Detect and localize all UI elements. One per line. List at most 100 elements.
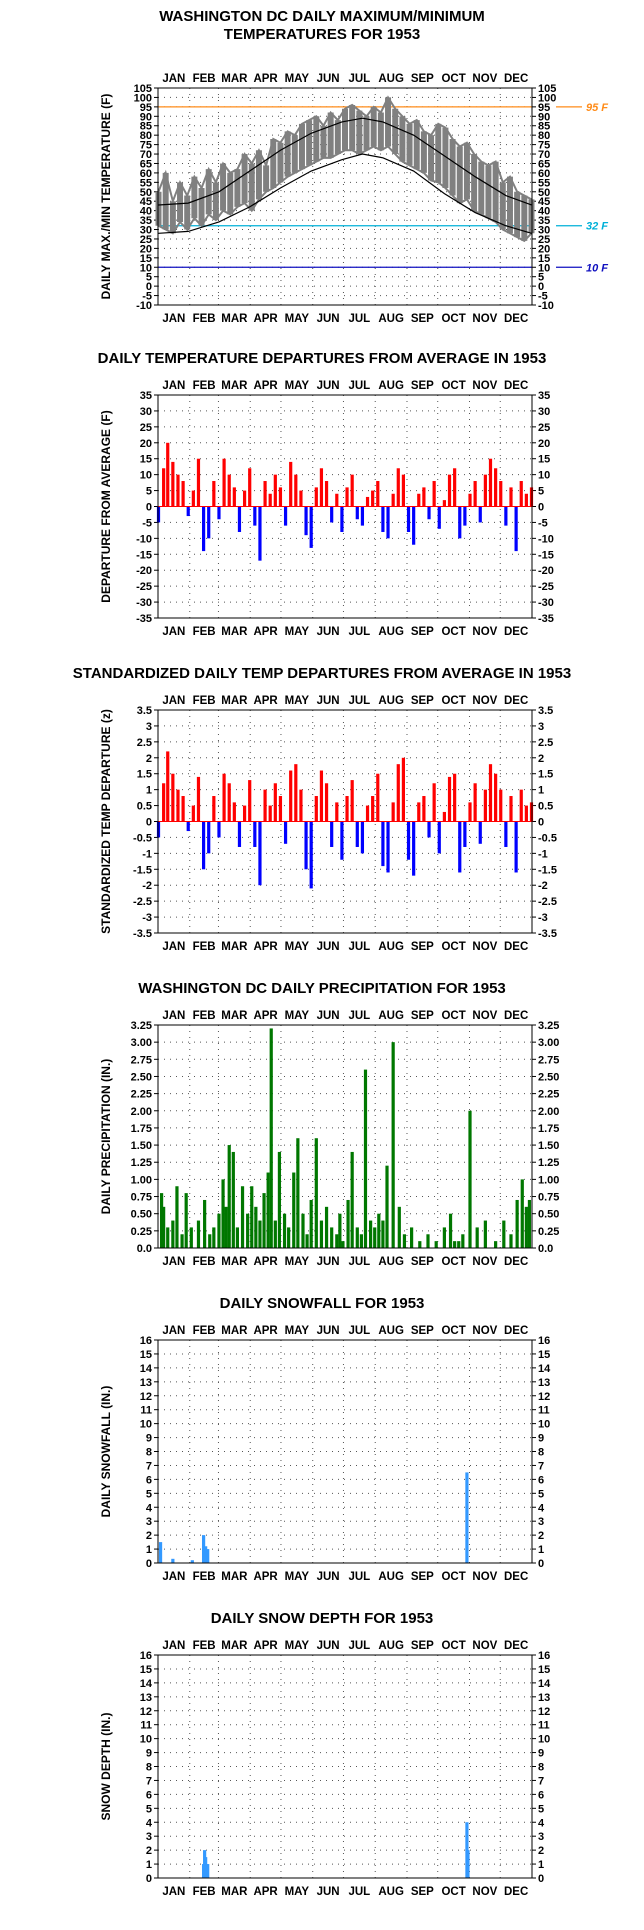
y-tick-label-right: 1 bbox=[538, 1544, 544, 1556]
y-tick-label-left: 70 bbox=[140, 149, 152, 161]
plot-frame bbox=[157, 1339, 533, 1564]
y-tick-label-left: 15 bbox=[140, 1349, 152, 1361]
month-label-bottom: APR bbox=[253, 941, 278, 953]
y-tick-label-right: -10 bbox=[538, 533, 554, 545]
plot-frame bbox=[157, 709, 533, 934]
y-tick-label-left: 6 bbox=[146, 1789, 152, 1801]
month-label-bottom: SEP bbox=[411, 941, 434, 953]
month-label-bottom: JUN bbox=[317, 1256, 340, 1268]
month-label-bottom: FEB bbox=[193, 1886, 216, 1898]
bar bbox=[201, 506, 206, 552]
bar bbox=[266, 1172, 270, 1248]
bar bbox=[346, 1199, 350, 1248]
bar bbox=[341, 1241, 345, 1248]
y-tick-label-right: 7 bbox=[538, 1775, 544, 1787]
y-tick-label-right: 3 bbox=[538, 721, 544, 733]
y-tick-label-left: 4 bbox=[146, 1817, 153, 1829]
bar bbox=[250, 1186, 254, 1248]
y-tick-label-left: 90 bbox=[140, 111, 152, 123]
month-label-bottom: JUL bbox=[348, 626, 370, 638]
bar bbox=[181, 481, 185, 507]
bar bbox=[191, 805, 195, 822]
bar bbox=[277, 1151, 282, 1248]
y-tick-label-right: 10 bbox=[538, 1734, 550, 1746]
y-tick-label-right: 2 bbox=[538, 1845, 544, 1857]
month-label-top: SEP bbox=[411, 1325, 434, 1337]
bar bbox=[235, 1227, 240, 1248]
bar bbox=[355, 821, 359, 847]
y-tick-label-left: 95 bbox=[140, 102, 152, 114]
bar bbox=[502, 1220, 506, 1248]
month-label-top: DEC bbox=[504, 1010, 528, 1022]
plot-frame bbox=[157, 1024, 533, 1249]
bar bbox=[203, 1199, 207, 1248]
bar bbox=[468, 493, 472, 507]
month-label-top: AUG bbox=[378, 695, 404, 707]
y-tick-label-left: 75 bbox=[140, 140, 152, 152]
month-label-top: MAY bbox=[285, 380, 310, 392]
y-tick-label-left: -2.5 bbox=[133, 896, 152, 908]
month-label-top: NOV bbox=[472, 73, 497, 85]
month-label-top: NOV bbox=[472, 380, 497, 392]
month-label-top: SEP bbox=[411, 1010, 434, 1022]
y-tick-label-left: 1.5 bbox=[137, 769, 152, 781]
y-tick-label-left: 12 bbox=[140, 1391, 152, 1403]
y-tick-label-right: 35 bbox=[538, 390, 550, 402]
bar bbox=[314, 1138, 318, 1248]
bar bbox=[515, 1199, 519, 1248]
bar bbox=[381, 821, 385, 867]
y-axis-label: DAILY MAX./MIN TEMPERATURE (F) bbox=[99, 94, 113, 300]
bar bbox=[437, 506, 441, 529]
month-label-bottom: JUL bbox=[348, 941, 370, 953]
y-tick-label-left: 3 bbox=[146, 1831, 152, 1843]
y-tick-label-right: 2 bbox=[538, 1530, 544, 1542]
bar bbox=[365, 496, 370, 507]
month-label-top: OCT bbox=[441, 1640, 465, 1652]
month-label-bottom: MAY bbox=[285, 313, 310, 325]
month-label-top: DEC bbox=[504, 380, 528, 392]
bar bbox=[529, 802, 534, 822]
bar bbox=[520, 1179, 524, 1248]
bar bbox=[217, 1213, 221, 1248]
bar bbox=[248, 468, 252, 507]
y-tick-label-right: 0.75 bbox=[538, 1192, 559, 1204]
month-label-top: JAN bbox=[162, 695, 185, 707]
ref-label-95: 95 F bbox=[586, 102, 608, 114]
month-label-top: APR bbox=[253, 695, 278, 707]
y-tick-label-right: 14 bbox=[538, 1678, 551, 1690]
chart-title-line: STANDARDIZED DAILY TEMP DEPARTURES FROM … bbox=[72, 665, 572, 682]
month-label-bottom: FEB bbox=[193, 941, 216, 953]
bar bbox=[156, 506, 161, 523]
y-tick-label-left: -5 bbox=[142, 291, 152, 303]
y-tick-label-left: 14 bbox=[140, 1678, 153, 1690]
month-label-top: JUL bbox=[348, 1325, 370, 1337]
month-label-bottom: JAN bbox=[162, 1571, 185, 1583]
bar bbox=[447, 474, 452, 507]
month-label-top: APR bbox=[253, 1640, 278, 1652]
bar bbox=[191, 490, 195, 507]
bar bbox=[360, 506, 365, 526]
y-tick-label-right: -0.5 bbox=[538, 832, 557, 844]
y-tick-label-right: -1.5 bbox=[538, 864, 557, 876]
y-tick-label-right: 3.00 bbox=[538, 1037, 559, 1049]
month-label-top: OCT bbox=[441, 73, 465, 85]
bar bbox=[206, 1549, 210, 1563]
y-tick-label-left: 20 bbox=[140, 243, 152, 255]
observed-min-line bbox=[158, 145, 533, 243]
bar bbox=[442, 1227, 446, 1248]
bar bbox=[396, 468, 400, 507]
y-tick-label-right: -25 bbox=[538, 581, 554, 593]
month-label-bottom: SEP bbox=[411, 1886, 434, 1898]
y-tick-label-left: 7 bbox=[146, 1775, 152, 1787]
y-tick-label-right: 1.75 bbox=[538, 1123, 559, 1135]
bar bbox=[246, 1213, 250, 1248]
y-tick-label-left: 1 bbox=[146, 1544, 152, 1556]
bar bbox=[278, 487, 283, 507]
bar bbox=[509, 796, 513, 822]
bar bbox=[463, 821, 467, 847]
bar bbox=[432, 481, 436, 507]
bar bbox=[212, 796, 216, 822]
y-tick-label-left: 16 bbox=[140, 1335, 152, 1347]
